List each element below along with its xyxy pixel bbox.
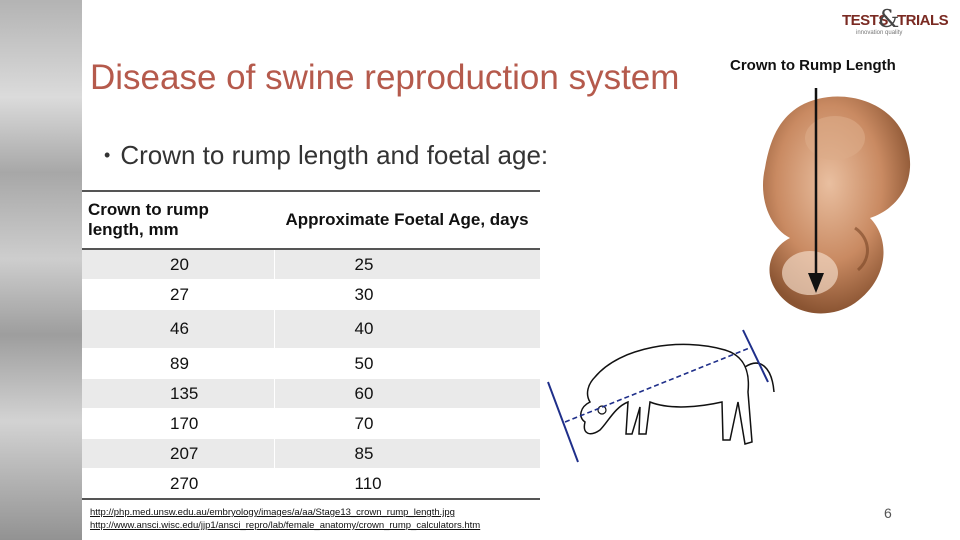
bullet-point: • Crown to rump length and foetal age: <box>104 140 548 171</box>
logo-ampersand: & <box>878 5 899 33</box>
table-row: 20 25 <box>82 249 540 280</box>
table-header-row: Crown to rump length, mm Approximate Foe… <box>82 191 540 250</box>
foetus-measurement-illustration <box>547 329 775 463</box>
age-cell: 70 <box>274 408 540 439</box>
logo-word-trials: TRIALS <box>897 12 949 29</box>
tests-and-trials-logo: TESTS & TRIALS innovation quality <box>842 5 949 40</box>
age-cell: 40 <box>274 309 540 349</box>
age-cell: 50 <box>274 348 540 379</box>
crown-rump-figure-label: Crown to Rump Length <box>730 57 896 74</box>
table-row: 27 30 <box>82 279 540 310</box>
table-row: 170 70 <box>82 408 540 439</box>
references: http://php.med.unsw.edu.au/embryology/im… <box>90 506 480 532</box>
slide-title: Disease of swine reproduction system <box>90 58 680 97</box>
table-row: 89 50 <box>82 348 540 379</box>
crl-cell: 207 <box>82 438 275 469</box>
age-cell: 85 <box>274 438 540 469</box>
embryo-illustration <box>762 88 911 314</box>
crl-cell: 270 <box>82 468 275 500</box>
table-row: 46 40 <box>82 309 540 349</box>
logo-word-tests: TESTS <box>842 12 888 29</box>
crl-cell: 20 <box>82 249 275 280</box>
crl-cell: 135 <box>82 378 275 409</box>
table-row: 135 60 <box>82 378 540 409</box>
header-foetal-age: Approximate Foetal Age, days <box>274 191 540 250</box>
age-cell: 25 <box>274 249 540 280</box>
age-cell: 110 <box>274 468 540 500</box>
crl-cell: 27 <box>82 279 275 310</box>
table-row: 270 110 <box>82 468 540 500</box>
background-pig-photo <box>0 0 82 540</box>
crl-cell: 46 <box>82 309 275 349</box>
bullet-text: Crown to rump length and foetal age: <box>120 140 549 170</box>
age-cell: 30 <box>274 279 540 310</box>
foetal-age-table: Crown to rump length, mm Approximate Foe… <box>82 190 540 500</box>
bullet-dot-icon: • <box>104 145 111 165</box>
logo-tagline: innovation quality <box>856 30 903 36</box>
crl-cell: 170 <box>82 408 275 439</box>
age-cell: 60 <box>274 378 540 409</box>
crl-cell: 89 <box>82 348 275 379</box>
reference-link[interactable]: http://php.med.unsw.edu.au/embryology/im… <box>90 507 455 518</box>
reference-link[interactable]: http://www.ansci.wisc.edu/jjp1/ansci_rep… <box>90 520 481 531</box>
page-number: 6 <box>884 505 892 521</box>
table-row: 207 85 <box>82 438 540 469</box>
header-crown-rump: Crown to rump length, mm <box>82 191 274 250</box>
